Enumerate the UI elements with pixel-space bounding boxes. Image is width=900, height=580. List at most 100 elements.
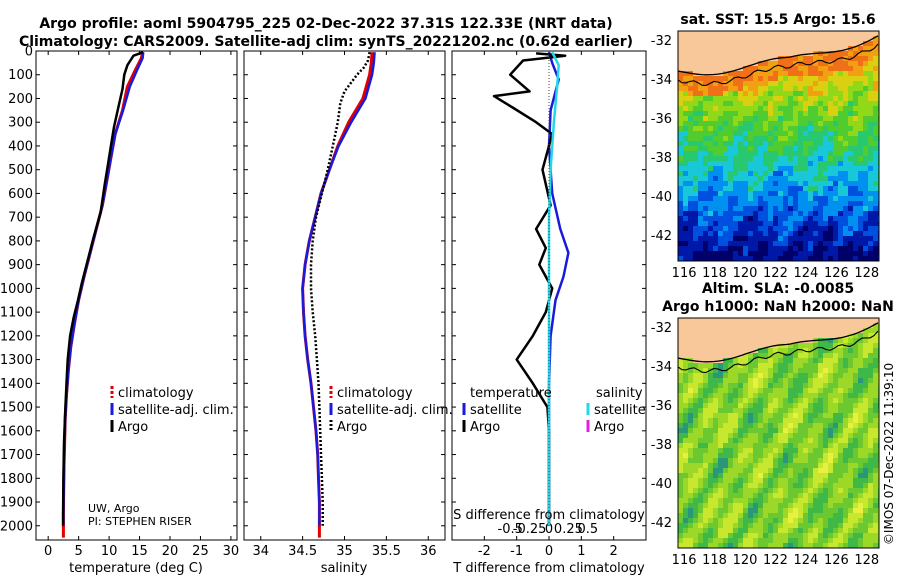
- map-cell: [808, 156, 813, 161]
- map-cell: [808, 328, 813, 333]
- map-cell: [738, 201, 743, 206]
- map-cell: [773, 468, 778, 473]
- map-cell: [703, 226, 708, 231]
- map-cell: [803, 473, 808, 478]
- map-cell: [693, 186, 698, 191]
- map-cell: [813, 328, 818, 333]
- map-cell: [733, 231, 738, 236]
- map-cell: [788, 483, 793, 488]
- map-cell: [843, 231, 848, 236]
- map-y-tick-label: -32: [651, 34, 672, 49]
- map-cell: [793, 328, 798, 333]
- map-cell: [698, 46, 703, 51]
- map-cell: [743, 483, 748, 488]
- map-cell: [868, 493, 873, 498]
- map-cell: [868, 513, 873, 518]
- map-cell: [833, 101, 838, 106]
- map-cell: [778, 368, 783, 373]
- map-cell: [873, 251, 878, 256]
- map-cell: [863, 181, 868, 186]
- map-cell: [713, 121, 718, 126]
- map-cell: [868, 186, 873, 191]
- map-cell: [708, 438, 713, 443]
- map-cell: [703, 31, 708, 36]
- map-cell: [793, 323, 798, 328]
- map-cell: [708, 493, 713, 498]
- map-cell: [838, 171, 843, 176]
- map-cell: [703, 393, 708, 398]
- map-cell: [868, 393, 873, 398]
- map-cell: [873, 221, 878, 226]
- map-cell: [823, 483, 828, 488]
- map-cell: [818, 513, 823, 518]
- map-cell: [873, 61, 878, 66]
- map-cell: [718, 443, 723, 448]
- map-cell: [823, 528, 828, 533]
- map-cell: [683, 126, 688, 131]
- map-cell: [688, 116, 693, 121]
- map-cell: [823, 488, 828, 493]
- map-cell: [683, 236, 688, 241]
- map-cell: [748, 348, 753, 353]
- map-cell: [868, 51, 873, 56]
- map-cell: [818, 71, 823, 76]
- map-cell: [863, 373, 868, 378]
- map-cell: [738, 388, 743, 393]
- map-cell: [688, 328, 693, 333]
- map-cell: [708, 56, 713, 61]
- map-cell: [828, 236, 833, 241]
- map-cell: [813, 508, 818, 513]
- map-cell: [688, 513, 693, 518]
- map-cell: [843, 181, 848, 186]
- map-cell: [788, 438, 793, 443]
- map-cell: [813, 368, 818, 373]
- map-cell: [818, 393, 823, 398]
- map-cell: [868, 488, 873, 493]
- map-cell: [838, 368, 843, 373]
- map-cell: [723, 343, 728, 348]
- map-cell: [808, 166, 813, 171]
- map-cell: [758, 141, 763, 146]
- map-cell: [778, 111, 783, 116]
- map-cell: [823, 141, 828, 146]
- map-cell: [708, 36, 713, 41]
- map-cell: [843, 121, 848, 126]
- map-cell: [873, 131, 878, 136]
- map-cell: [788, 96, 793, 101]
- map-cell: [763, 141, 768, 146]
- map-cell: [813, 513, 818, 518]
- map-cell: [803, 141, 808, 146]
- map-cell: [773, 368, 778, 373]
- map-cell: [833, 136, 838, 141]
- map-cell: [863, 161, 868, 166]
- map-cell: [838, 363, 843, 368]
- map-cell: [708, 71, 713, 76]
- map-y-tick-label: -36: [651, 112, 672, 127]
- map-cell: [798, 478, 803, 483]
- map-cell: [808, 423, 813, 428]
- map-cell: [818, 528, 823, 533]
- map-cell: [733, 423, 738, 428]
- map-cell: [678, 191, 683, 196]
- map-cell: [703, 126, 708, 131]
- map-cell: [838, 116, 843, 121]
- map-cell: [818, 448, 823, 453]
- map-cell: [803, 418, 808, 423]
- map-cell: [863, 438, 868, 443]
- map-cell: [788, 328, 793, 333]
- map-cell: [773, 528, 778, 533]
- map-cell: [788, 221, 793, 226]
- y-tick-label: 1500: [0, 401, 33, 416]
- map-cell: [868, 56, 873, 61]
- map-cell: [678, 443, 683, 448]
- map-cell: [768, 246, 773, 251]
- map-cell: [858, 488, 863, 493]
- map-cell: [718, 538, 723, 543]
- map-cell: [828, 211, 833, 216]
- map-cell: [868, 398, 873, 403]
- map-cell: [828, 423, 833, 428]
- legend-label-argo: Argo: [337, 420, 367, 435]
- map-cell: [698, 151, 703, 156]
- map-cell: [863, 211, 868, 216]
- map-cell: [843, 508, 848, 513]
